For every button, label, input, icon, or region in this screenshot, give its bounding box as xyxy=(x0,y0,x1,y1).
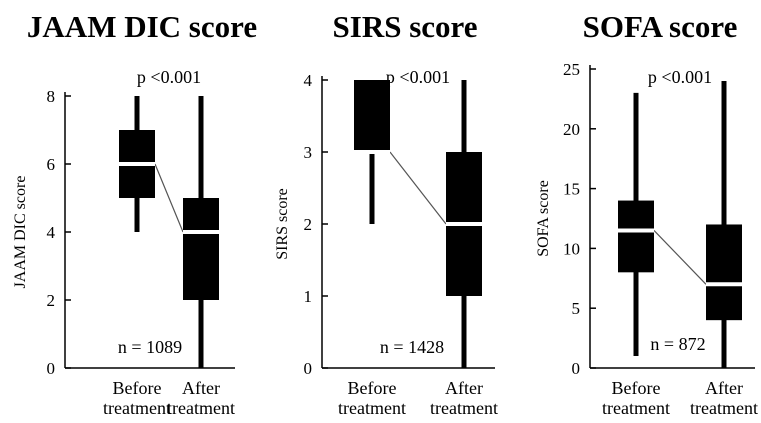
x-category-label: Before treatment xyxy=(103,378,171,418)
y-tick-label: 10 xyxy=(563,239,580,258)
y-tick-label: 0 xyxy=(304,359,313,378)
x-category-label: Before treatment xyxy=(602,378,670,418)
y-tick-label: 6 xyxy=(47,155,56,174)
y-tick-label: 20 xyxy=(563,120,580,139)
y-tick-label: 2 xyxy=(47,291,56,310)
x-category-label: After treatment xyxy=(690,378,758,418)
y-axis-label: JAAM DIC score xyxy=(12,176,29,289)
y-tick-label: 1 xyxy=(304,287,313,306)
chart-title: SIRS score xyxy=(333,9,478,44)
n-count-label: n = 1428 xyxy=(380,337,444,357)
n-count-label: n = 1089 xyxy=(118,337,182,357)
y-tick-label: 0 xyxy=(572,359,581,378)
median-connector-line xyxy=(389,151,447,225)
median-connector-line xyxy=(154,163,184,233)
box xyxy=(618,200,654,273)
y-tick-label: 4 xyxy=(47,223,56,242)
chart-panel-2: SIRS score 0 1 2 3 4 SIRS score Before treatment… xyxy=(274,9,498,418)
chart-title: JAAM DIC score xyxy=(27,9,257,44)
x-category-label: After treatment xyxy=(167,378,235,418)
y-tick-label: 25 xyxy=(563,60,580,79)
box xyxy=(183,198,219,300)
chart-title: SOFA score xyxy=(583,9,738,44)
p-value-label: p <0.001 xyxy=(137,67,201,87)
n-count-label: n = 872 xyxy=(650,334,705,354)
y-axis-label: SIRS score xyxy=(274,188,291,260)
x-category-label: After treatment xyxy=(430,378,498,418)
median-connector-line xyxy=(653,230,707,285)
box xyxy=(706,224,742,321)
y-axis-label: SOFA score xyxy=(535,180,552,257)
p-value-label: p <0.001 xyxy=(648,67,712,87)
y-tick-label: 8 xyxy=(47,87,56,106)
p-value-label: p <0.001 xyxy=(386,67,450,87)
y-tick-label: 3 xyxy=(304,143,313,162)
y-tick-label: 4 xyxy=(304,71,313,90)
y-tick-label: 2 xyxy=(304,215,313,234)
y-tick-label: 0 xyxy=(47,359,56,378)
y-tick-label: 5 xyxy=(572,299,581,318)
y-tick-label: 15 xyxy=(563,180,580,199)
box xyxy=(354,80,390,152)
chart-panel-1: JAAM DIC score 0 2 4 6 8 JAAM DIC score Before t… xyxy=(12,9,257,418)
x-category-label: Before treatment xyxy=(338,378,406,418)
